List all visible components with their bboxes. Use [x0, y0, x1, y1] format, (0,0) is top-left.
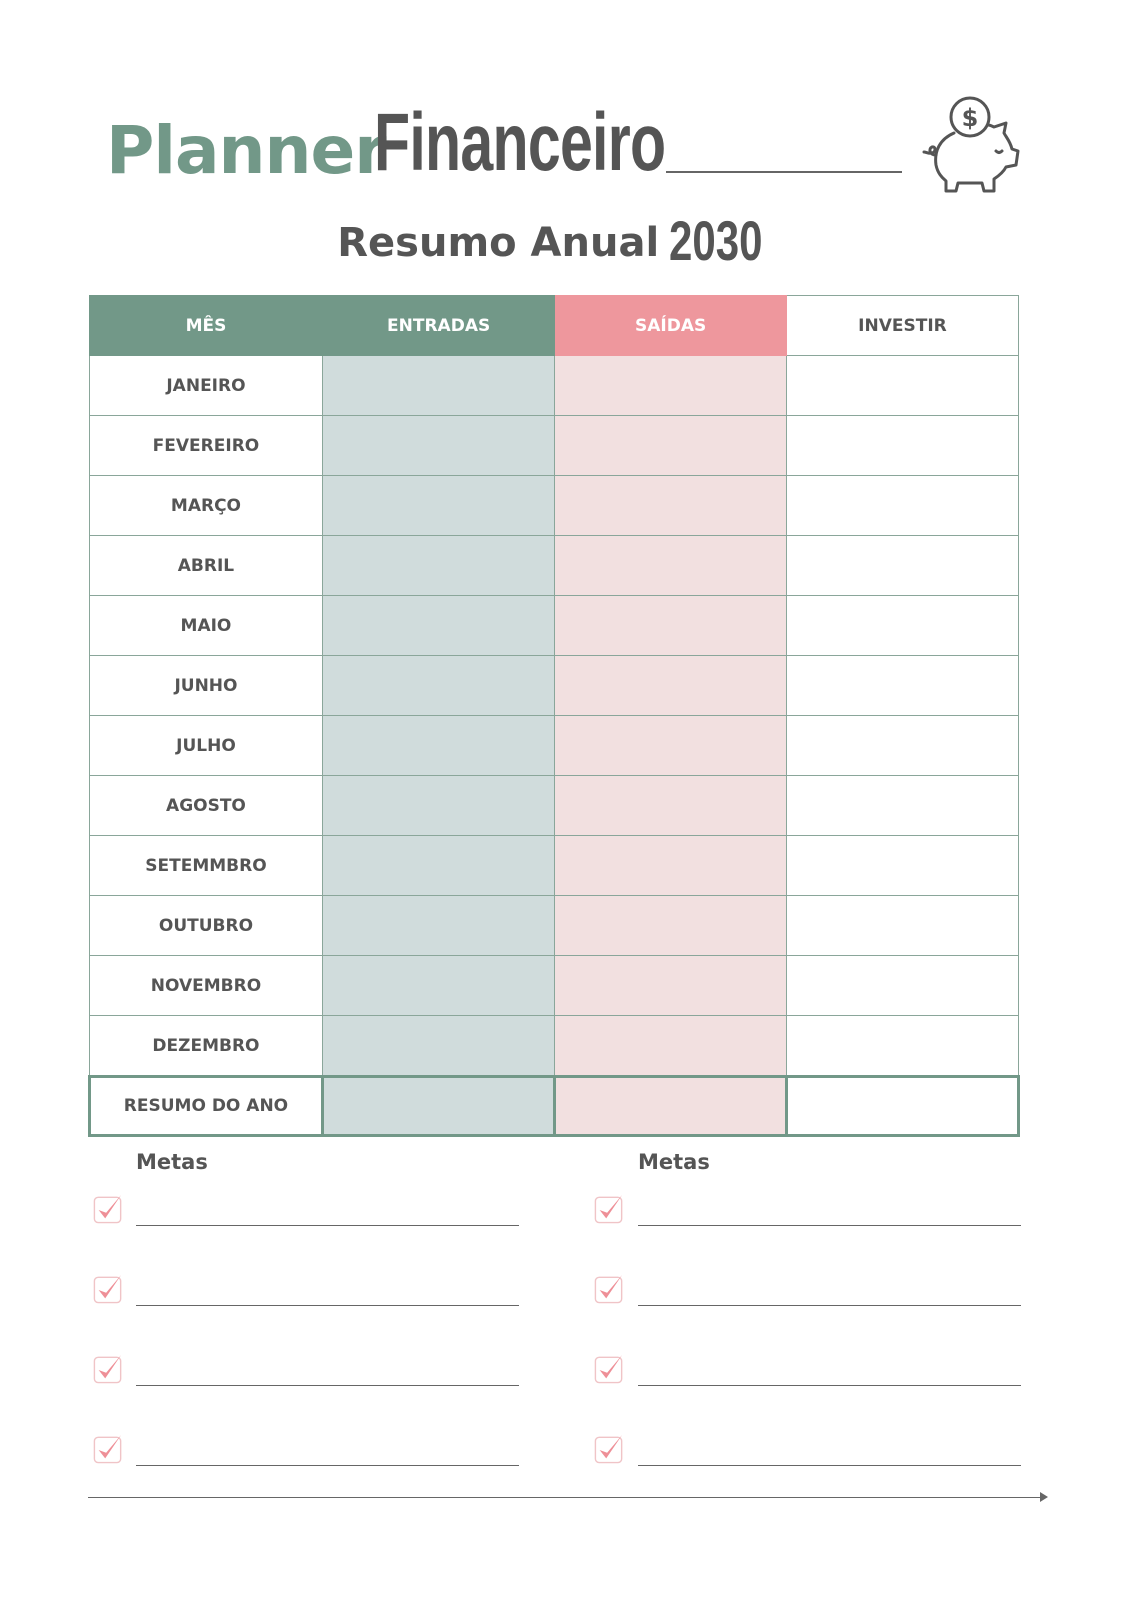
saidas-cell[interactable]: [554, 475, 787, 536]
entradas-cell[interactable]: [321, 535, 556, 596]
entradas-cell[interactable]: [321, 895, 556, 956]
saidas-cell[interactable]: [554, 355, 787, 416]
investir-cell[interactable]: [785, 835, 1020, 896]
checkbox-checked-icon[interactable]: [93, 1354, 123, 1384]
entradas-cell[interactable]: [321, 475, 556, 536]
goal-input-line[interactable]: [638, 1465, 1021, 1466]
goal-input-line[interactable]: [638, 1385, 1021, 1386]
month-label: ABRIL: [89, 535, 323, 596]
saidas-cell[interactable]: [554, 415, 787, 476]
investir-cell[interactable]: [785, 1015, 1020, 1077]
table-row: ABRIL: [89, 535, 1020, 596]
entradas-cell[interactable]: [321, 835, 556, 896]
entradas-cell[interactable]: [321, 955, 556, 1016]
col-header-mes: MÊS: [89, 295, 323, 356]
saidas-cell[interactable]: [554, 715, 787, 776]
goal-input-line[interactable]: [136, 1465, 519, 1466]
entradas-cell[interactable]: [321, 655, 556, 716]
table-row: JUNHO: [89, 655, 1020, 716]
saidas-cell[interactable]: [554, 955, 787, 1016]
checkbox-checked-icon[interactable]: [93, 1434, 123, 1464]
checkbox-checked-icon[interactable]: [93, 1194, 123, 1224]
title-line[interactable]: [666, 171, 902, 173]
summary-label: RESUMO DO ANO: [88, 1075, 324, 1137]
table-row: FEVEREIRO: [89, 415, 1020, 476]
entradas-total-cell[interactable]: [320, 1075, 557, 1137]
investir-cell[interactable]: [785, 415, 1020, 476]
month-label: DEZEMBRO: [89, 1015, 323, 1077]
month-label: OUTUBRO: [89, 895, 323, 956]
saidas-cell[interactable]: [554, 535, 787, 596]
brand-planner: Planner: [106, 112, 387, 189]
goal-input-line[interactable]: [136, 1385, 519, 1386]
entradas-cell[interactable]: [321, 1015, 556, 1077]
checkbox-checked-icon[interactable]: [594, 1194, 624, 1224]
saidas-cell[interactable]: [554, 595, 787, 656]
goals-title-left: Metas: [136, 1150, 208, 1174]
entradas-cell[interactable]: [321, 355, 556, 416]
goal-input-line[interactable]: [638, 1225, 1021, 1226]
table-row: SETEMMBRO: [89, 835, 1020, 896]
col-header-saidas: SAÍDAS: [554, 295, 787, 356]
table-row: NOVEMBRO: [89, 955, 1020, 1016]
investir-cell[interactable]: [785, 775, 1020, 836]
month-label: JULHO: [89, 715, 323, 776]
entradas-cell[interactable]: [321, 775, 556, 836]
table-row: MAIO: [89, 595, 1020, 656]
summary-row: RESUMO DO ANO: [88, 1075, 1021, 1137]
goal-input-line[interactable]: [638, 1305, 1021, 1306]
table-row: JANEIRO: [89, 355, 1020, 416]
arrow-right-icon: [1040, 1492, 1048, 1502]
subtitle-text: Resumo Anual: [337, 220, 660, 266]
investir-cell[interactable]: [785, 895, 1020, 956]
saidas-total-cell[interactable]: [553, 1075, 788, 1137]
month-label: AGOSTO: [89, 775, 323, 836]
saidas-cell[interactable]: [554, 1015, 787, 1077]
table-row: DEZEMBRO: [89, 1015, 1020, 1077]
saidas-cell[interactable]: [554, 655, 787, 716]
col-header-entradas: ENTRADAS: [321, 295, 556, 356]
saidas-cell[interactable]: [554, 775, 787, 836]
entradas-cell[interactable]: [321, 715, 556, 776]
table-row: AGOSTO: [89, 775, 1020, 836]
page-subtitle: Resumo Anual 2030: [0, 208, 1131, 273]
checkbox-checked-icon[interactable]: [594, 1434, 624, 1464]
month-label: SETEMMBRO: [89, 835, 323, 896]
svg-text:$: $: [962, 104, 979, 132]
checkbox-checked-icon[interactable]: [93, 1274, 123, 1304]
bottom-divider: [88, 1497, 1044, 1498]
table-row: JULHO: [89, 715, 1020, 776]
checkbox-checked-icon[interactable]: [594, 1354, 624, 1384]
table-row: OUTUBRO: [89, 895, 1020, 956]
month-label: JUNHO: [89, 655, 323, 716]
year: 2030: [669, 209, 763, 272]
month-label: JANEIRO: [89, 355, 323, 416]
investir-cell[interactable]: [785, 715, 1020, 776]
investir-cell[interactable]: [785, 955, 1020, 1016]
month-label: NOVEMBRO: [89, 955, 323, 1016]
month-label: MAIO: [89, 595, 323, 656]
table-row: MARÇO: [89, 475, 1020, 536]
col-header-investir: INVESTIR: [785, 295, 1020, 356]
investir-total-cell[interactable]: [784, 1075, 1021, 1137]
investir-cell[interactable]: [785, 355, 1020, 416]
brand-financeiro: Financeiro: [374, 97, 666, 188]
month-label: MARÇO: [89, 475, 323, 536]
investir-cell[interactable]: [785, 475, 1020, 536]
investir-cell[interactable]: [785, 535, 1020, 596]
goal-input-line[interactable]: [136, 1225, 519, 1226]
piggy-bank-icon: $: [922, 96, 1020, 193]
investir-cell[interactable]: [785, 655, 1020, 716]
entradas-cell[interactable]: [321, 595, 556, 656]
month-label: FEVEREIRO: [89, 415, 323, 476]
goals-title-right: Metas: [638, 1150, 710, 1174]
entradas-cell[interactable]: [321, 415, 556, 476]
saidas-cell[interactable]: [554, 895, 787, 956]
annual-summary-table: MÊS ENTRADAS SAÍDAS INVESTIR JANEIRO FEVE…: [88, 295, 1021, 1137]
checkbox-checked-icon[interactable]: [594, 1274, 624, 1304]
saidas-cell[interactable]: [554, 835, 787, 896]
goal-input-line[interactable]: [136, 1305, 519, 1306]
investir-cell[interactable]: [785, 595, 1020, 656]
